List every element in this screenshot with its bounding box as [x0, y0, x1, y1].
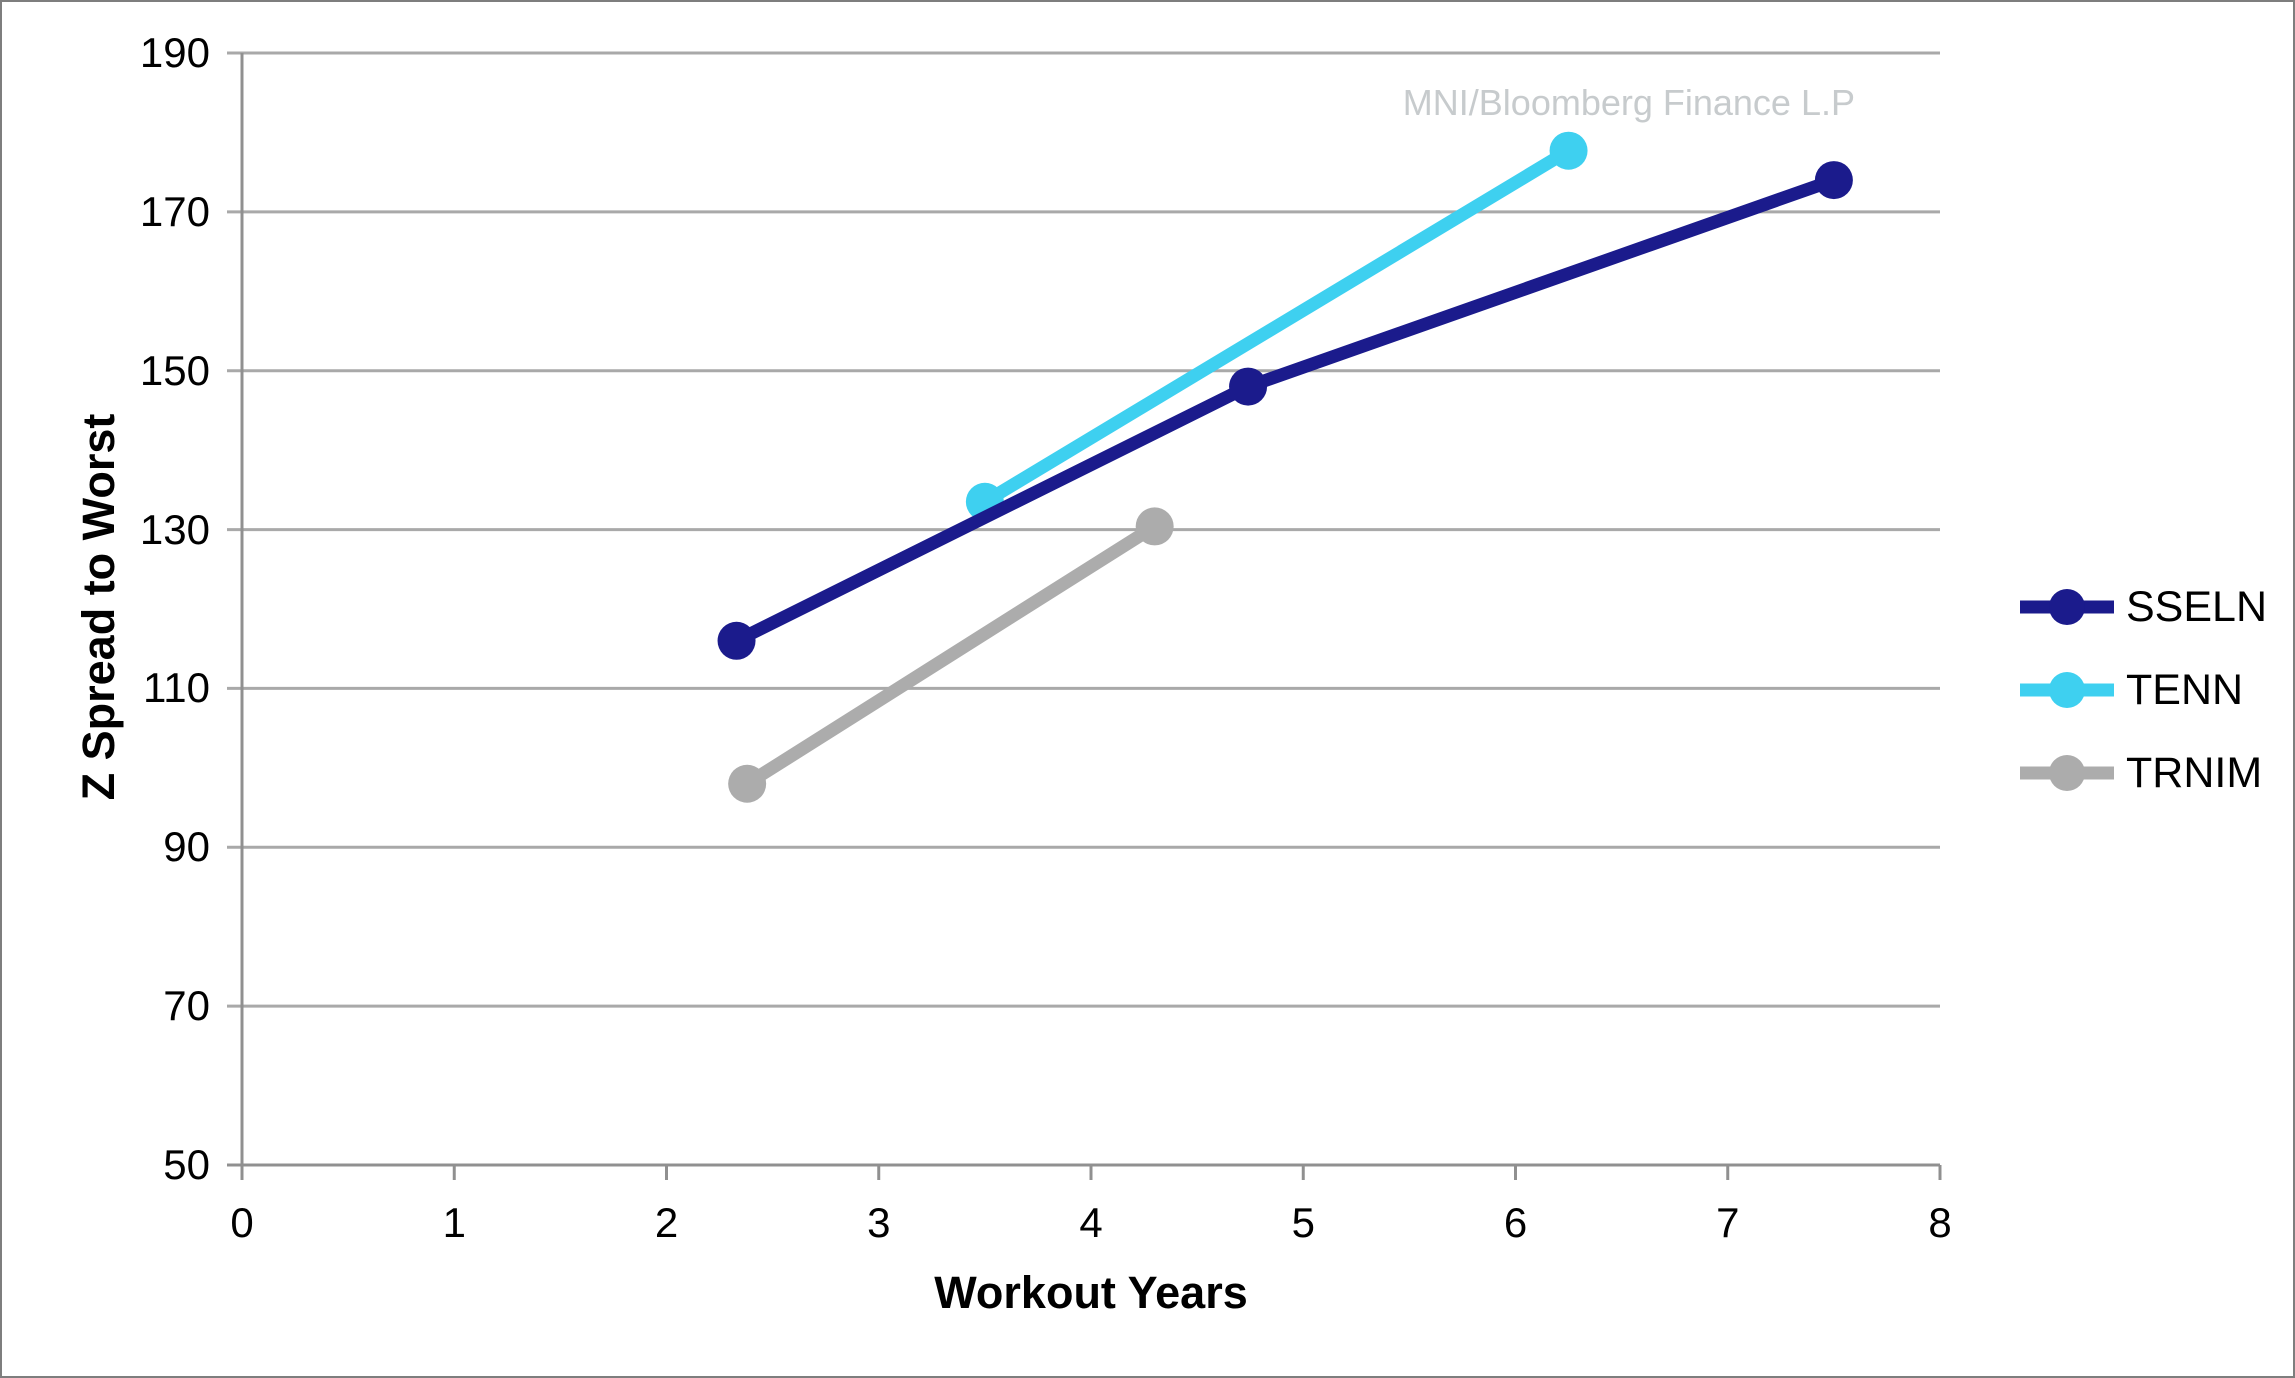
legend-label-sseln: SSELN — [2126, 582, 2268, 631]
x-tick-label-0: 0 — [230, 1199, 254, 1246]
legend-marker-trnim-icon — [2020, 755, 2114, 791]
legend-dot — [2049, 755, 2085, 791]
series-line-sseln — [730, 173, 1841, 648]
x-tick-label-7: 7 — [1716, 1199, 1740, 1246]
x-tick-label-1: 1 — [442, 1199, 466, 1246]
x-tick-label-2: 2 — [654, 1199, 679, 1246]
y-tick-label-50: 50 — [163, 1141, 210, 1188]
series-line-tenn — [978, 144, 1576, 509]
data-point-sseln-1 — [1229, 367, 1268, 406]
x-tick-label-5: 5 — [1291, 1199, 1315, 1246]
legend-dot — [2049, 589, 2085, 625]
data-point-trnim-0 — [728, 764, 767, 803]
x-tick-label-3: 3 — [867, 1199, 891, 1246]
legend-label-trnim: TRNIM — [2126, 748, 2263, 797]
y-tick-label-110: 110 — [143, 664, 210, 712]
y-tick-label-70: 70 — [163, 982, 210, 1030]
x-axis-title: Workout Years — [934, 1267, 1248, 1318]
data-point-tenn-1 — [1549, 131, 1588, 170]
legend-item-sseln: SSELN — [2016, 583, 2267, 631]
x-tick-label-4: 4 — [1079, 1199, 1103, 1246]
legend-item-tenn: TENN — [2016, 666, 2243, 714]
legend-dot — [2049, 672, 2085, 708]
y-tick-label-190: 190 — [139, 29, 210, 76]
y-tick-label-90: 90 — [163, 823, 210, 871]
y-tick-label-150: 150 — [139, 346, 210, 394]
y-axis-title: Z Spread to Worst — [73, 413, 124, 801]
y-tick-label-130: 130 — [139, 505, 210, 553]
y-tick-label-170: 170 — [139, 187, 210, 235]
data-point-trnim-1 — [1135, 507, 1174, 546]
x-tick-label-8: 8 — [1928, 1199, 1952, 1246]
series-line-trnim — [740, 519, 1162, 791]
legend-item-trnim: TRNIM — [2016, 749, 2262, 797]
watermark-text: MNI/Bloomberg Finance L.P — [1402, 82, 1855, 123]
legend-marker-sseln-icon — [2020, 589, 2114, 625]
data-point-sseln-0 — [717, 621, 756, 660]
x-tick-label-6: 6 — [1503, 1199, 1528, 1246]
legend-marker-tenn-icon — [2020, 672, 2114, 708]
legend-label-tenn: TENN — [2126, 665, 2244, 714]
data-point-sseln-2 — [1814, 161, 1853, 200]
